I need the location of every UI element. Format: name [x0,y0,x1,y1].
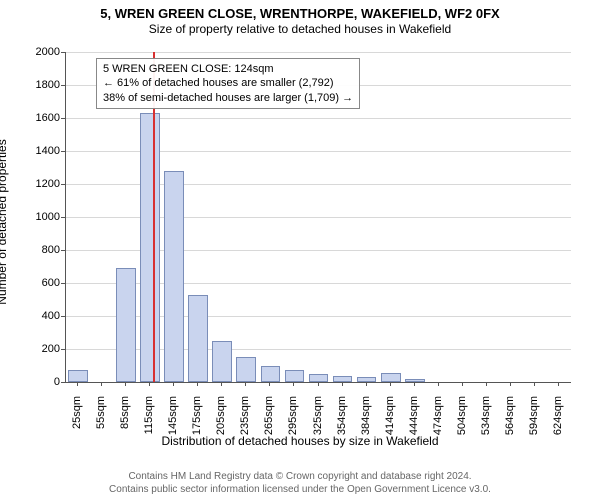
x-tick-mark [197,382,198,386]
y-tick-label: 1600 [10,112,60,124]
x-tick-mark [558,382,559,386]
annotation-line-1: 5 WREN GREEN CLOSE: 124sqm [103,62,353,76]
y-tick-label: 1800 [10,79,60,91]
x-tick-label: 624sqm [552,396,564,446]
y-tick-mark [61,52,65,53]
y-tick-mark [61,349,65,350]
x-tick-mark [269,382,270,386]
x-tick-label: 594sqm [528,396,540,446]
x-tick-mark [318,382,319,386]
y-tick-mark [61,118,65,119]
x-tick-label: 414sqm [384,396,396,446]
x-tick-mark [173,382,174,386]
y-tick-label: 600 [10,277,60,289]
y-tick-label: 1400 [10,145,60,157]
y-tick-mark [61,382,65,383]
x-tick-label: 205sqm [215,396,227,446]
x-tick-mark [414,382,415,386]
histogram-bar [381,373,401,382]
y-tick-mark [61,283,65,284]
histogram-bar [333,376,353,382]
x-tick-mark [390,382,391,386]
y-tick-label: 400 [10,310,60,322]
x-tick-mark [101,382,102,386]
histogram-bar [309,374,329,382]
x-tick-label: 115sqm [143,396,155,446]
x-tick-mark [293,382,294,386]
y-tick-label: 800 [10,244,60,256]
annotation-line-3: 38% of semi-detached houses are larger (… [103,91,353,105]
x-tick-mark [221,382,222,386]
y-axis-label: Number of detached properties [0,139,9,304]
x-tick-label: 504sqm [456,396,468,446]
x-tick-label: 145sqm [167,396,179,446]
x-tick-label: 534sqm [480,396,492,446]
histogram-bar [285,370,305,382]
x-tick-mark [510,382,511,386]
y-tick-mark [61,151,65,152]
x-tick-label: 55sqm [95,396,107,446]
x-tick-mark [125,382,126,386]
title-address: 5, WREN GREEN CLOSE, WRENTHORPE, WAKEFIE… [0,0,600,22]
x-tick-mark [438,382,439,386]
histogram-bar [188,295,208,382]
title-subtitle: Size of property relative to detached ho… [0,22,600,38]
histogram-bar [212,341,232,382]
x-tick-label: 474sqm [432,396,444,446]
y-tick-mark [61,85,65,86]
histogram-bar [116,268,136,382]
x-tick-label: 85sqm [119,396,131,446]
y-tick-mark [61,184,65,185]
histogram-bar [140,113,160,382]
y-tick-label: 1000 [10,211,60,223]
x-tick-label: 444sqm [408,396,420,446]
x-tick-mark [534,382,535,386]
y-tick-label: 1200 [10,178,60,190]
y-tick-label: 0 [10,376,60,388]
x-tick-mark [462,382,463,386]
x-tick-label: 175sqm [191,396,203,446]
x-tick-mark [342,382,343,386]
x-tick-label: 265sqm [263,396,275,446]
x-tick-mark [486,382,487,386]
y-tick-mark [61,250,65,251]
histogram-bar [261,366,281,383]
y-tick-label: 200 [10,343,60,355]
x-tick-mark [149,382,150,386]
x-tick-label: 295sqm [287,396,299,446]
x-tick-label: 354sqm [336,396,348,446]
x-tick-label: 325sqm [312,396,324,446]
gridline [66,52,571,53]
x-tick-mark [77,382,78,386]
y-tick-mark [61,217,65,218]
chart-container: 5, WREN GREEN CLOSE, WRENTHORPE, WAKEFIE… [0,0,600,500]
annotation-box: 5 WREN GREEN CLOSE: 124sqm ← 61% of deta… [96,58,360,109]
x-tick-label: 25sqm [71,396,83,446]
y-tick-mark [61,316,65,317]
y-tick-label: 2000 [10,46,60,58]
footer-line-1: Contains HM Land Registry data © Crown c… [0,471,600,484]
footer-line-2: Contains public sector information licen… [0,484,600,497]
histogram-bar [405,379,425,382]
histogram-bar [236,357,256,382]
x-tick-mark [245,382,246,386]
histogram-bar [68,370,88,382]
histogram-bar [164,171,184,382]
annotation-line-2: ← 61% of detached houses are smaller (2,… [103,76,353,90]
x-tick-label: 384sqm [360,396,372,446]
attribution-footer: Contains HM Land Registry data © Crown c… [0,471,600,496]
histogram-bar [357,377,377,382]
x-tick-label: 564sqm [504,396,516,446]
x-tick-mark [366,382,367,386]
x-tick-label: 235sqm [239,396,251,446]
plot-area: 5 WREN GREEN CLOSE: 124sqm ← 61% of deta… [65,52,571,383]
